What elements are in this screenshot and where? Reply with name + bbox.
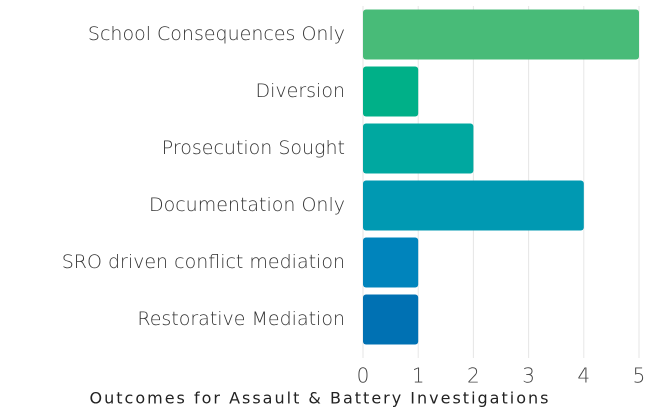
y-tick-label: Documentation Only: [149, 194, 345, 216]
bar: [363, 9, 639, 60]
x-tick-label: 0: [357, 364, 370, 388]
y-tick-label: School Consequences Only: [88, 23, 345, 45]
x-tick-label: 2: [467, 364, 480, 388]
x-tick-label: 3: [522, 364, 535, 388]
x-tick-label: 5: [633, 364, 646, 388]
bar: [363, 66, 419, 117]
y-tick-label: SRO driven conflict mediation: [62, 251, 345, 273]
y-tick-label: Restorative Mediation: [137, 308, 345, 330]
y-tick-label: Prosecution Sought: [162, 137, 345, 159]
bar: [363, 123, 474, 174]
y-tick-label: Diversion: [256, 80, 346, 102]
x-tick-label: 4: [577, 364, 590, 388]
chart-title: Outcomes for Assault & Battery Investiga…: [90, 389, 551, 408]
x-tick-label: 1: [412, 364, 425, 388]
bar: [363, 294, 419, 345]
bar: [363, 237, 419, 288]
bar: [363, 180, 584, 231]
